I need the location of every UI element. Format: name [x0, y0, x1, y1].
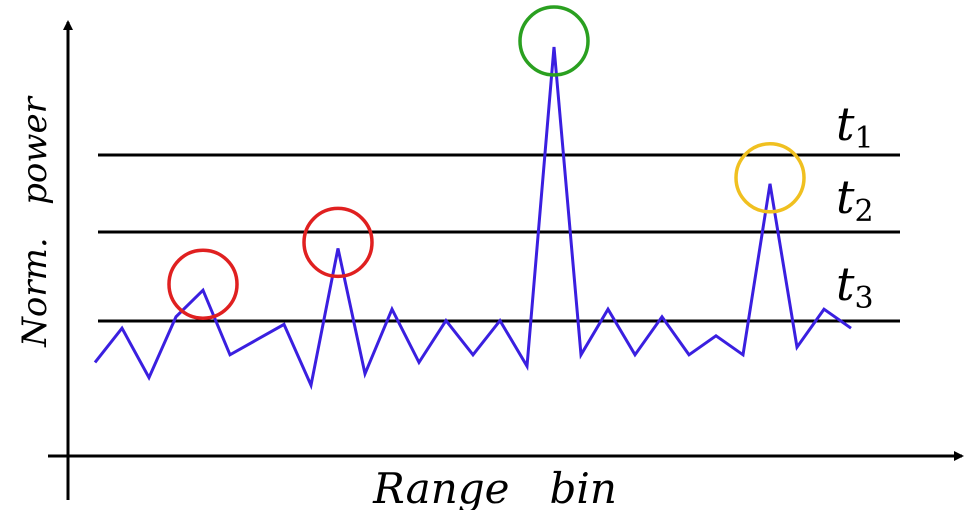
threshold-label-t1-name: t [836, 97, 855, 151]
peak-marker-circle-4 [734, 142, 806, 214]
y-axis-label: Norm. power [15, 95, 55, 347]
signal-trace [93, 46, 852, 391]
threshold-label-t1-sub: 1 [855, 121, 874, 156]
peak-marker-circle-3 [518, 5, 590, 77]
threshold-label-t3-name: t [836, 257, 855, 311]
threshold-label-t2: t2 [836, 170, 874, 229]
peak-marker-circle-1 [167, 248, 239, 320]
threshold-label-t1: t1 [836, 97, 874, 156]
threshold-label-t2-sub: 2 [855, 194, 874, 229]
threshold-label-t3-sub: 3 [855, 281, 874, 316]
x-axis-label: Range bin [372, 464, 617, 510]
peak-markers [167, 5, 806, 320]
peak-marker-circle-2 [302, 206, 374, 279]
threshold-label-t3: t3 [836, 257, 874, 316]
threshold-label-t2-name: t [836, 170, 855, 224]
